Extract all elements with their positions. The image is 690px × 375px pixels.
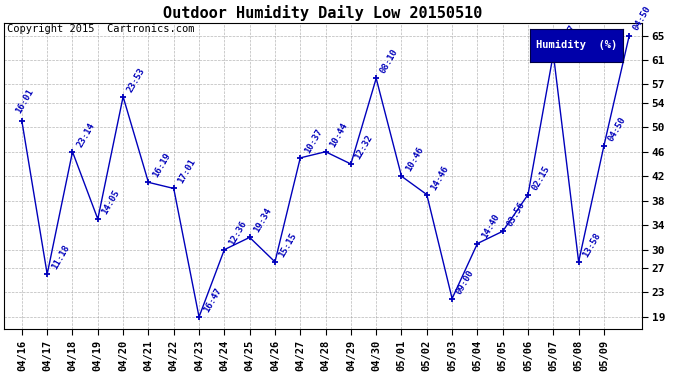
- Text: 10:46: 10:46: [404, 146, 425, 173]
- Text: 04:50: 04:50: [607, 115, 628, 142]
- Text: 09:00: 09:00: [455, 268, 476, 296]
- Text: 19:34: 19:34: [252, 207, 273, 234]
- Text: 14:05: 14:05: [100, 188, 121, 216]
- Text: 02:15: 02:15: [531, 164, 552, 192]
- Text: 23:53: 23:53: [126, 66, 147, 94]
- Text: 11:18: 11:18: [50, 243, 71, 271]
- Text: 16:19: 16:19: [151, 152, 172, 179]
- Text: 16:47: 16:47: [201, 286, 223, 314]
- Text: 17:01: 17:01: [176, 158, 197, 185]
- Text: 13:58: 13:58: [581, 231, 602, 259]
- Text: 13:07: 13:07: [556, 23, 577, 51]
- Text: 08:10: 08:10: [379, 48, 400, 75]
- Text: 12:36: 12:36: [227, 219, 248, 247]
- Text: 03:56: 03:56: [505, 201, 526, 228]
- Text: 15:15: 15:15: [277, 231, 299, 259]
- Text: 10:37: 10:37: [303, 127, 324, 155]
- Text: Copyright 2015  Cartronics.com: Copyright 2015 Cartronics.com: [7, 24, 195, 34]
- Text: 14:40: 14:40: [480, 213, 501, 240]
- Text: 10:44: 10:44: [328, 121, 349, 149]
- Text: 12:32: 12:32: [353, 133, 375, 161]
- Text: 16:01: 16:01: [14, 87, 35, 115]
- Text: 23:14: 23:14: [75, 121, 97, 149]
- Text: 04:50: 04:50: [632, 4, 653, 33]
- Text: 14:46: 14:46: [429, 164, 451, 192]
- Title: Outdoor Humidity Daily Low 20150510: Outdoor Humidity Daily Low 20150510: [164, 5, 483, 21]
